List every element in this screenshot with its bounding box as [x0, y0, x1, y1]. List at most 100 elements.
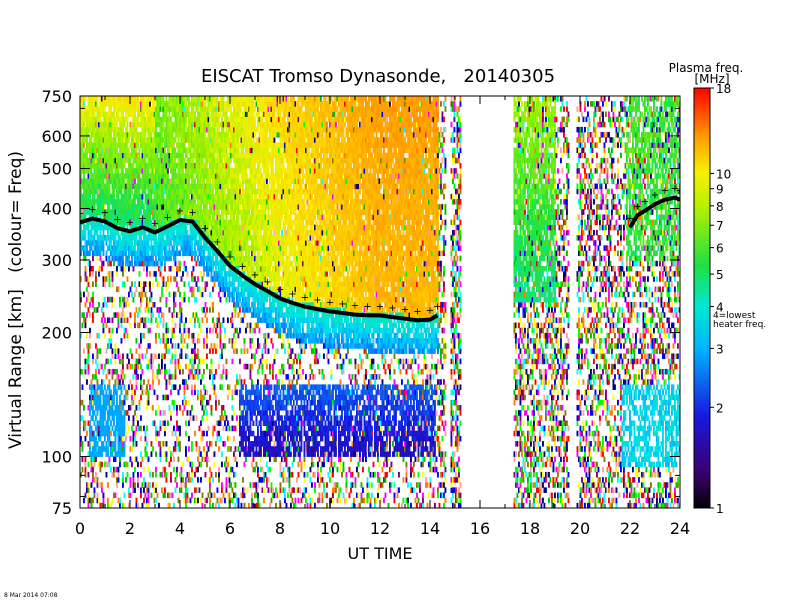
heatmap-cell: [135, 193, 138, 200]
heatmap-cell: [89, 219, 91, 226]
heatmap-cell: [152, 224, 154, 231]
heatmap-cell: [86, 193, 88, 200]
heatmap-cell: [203, 271, 205, 277]
heatmap-cell: [159, 451, 162, 457]
heatmap-cell: [81, 214, 84, 220]
heatmap-cell: [158, 322, 160, 329]
heatmap-cell: [141, 173, 144, 179]
heatmap-cell: [152, 162, 154, 169]
heatmap-cell: [84, 126, 87, 133]
heatmap-cell: [138, 101, 141, 107]
heatmap-cell: [147, 235, 150, 241]
heatmap-cell: [146, 240, 148, 246]
heatmap-cell: [222, 368, 225, 375]
heatmap-cell: [143, 162, 145, 169]
heatmap-cell: [105, 137, 108, 143]
heatmap-cell: [231, 338, 234, 344]
heatmap-cell: [158, 157, 160, 164]
heatmap-cell: [84, 183, 87, 190]
heatmap-cell: [111, 111, 114, 117]
heatmap-cell: [174, 168, 177, 174]
heatmap-cell: [83, 209, 85, 215]
heatmap-cell: [167, 338, 169, 344]
heatmap-cell: [83, 168, 85, 174]
heatmap-cell: [123, 425, 126, 432]
heatmap-cell: [197, 106, 199, 112]
heatmap-cell: [92, 147, 94, 154]
heatmap-cell: [144, 307, 147, 313]
heatmap-cell: [117, 193, 120, 200]
heatmap-cell: [156, 137, 159, 143]
heatmap-cell: [152, 137, 154, 143]
heatmap-cell: [159, 441, 162, 447]
heatmap-cell: [144, 147, 147, 154]
heatmap-cell: [137, 214, 139, 220]
heatmap-cell: [125, 302, 127, 308]
heatmap-cell: [138, 137, 141, 143]
heatmap-cell: [135, 338, 138, 344]
heatmap-cell: [138, 250, 141, 257]
heatmap-cell: [101, 487, 103, 493]
heatmap-cell: [84, 456, 87, 463]
heatmap-cell: [105, 240, 108, 246]
heatmap-cell: [152, 152, 154, 159]
heatmap-cell: [143, 281, 145, 287]
heatmap-cell: [131, 235, 133, 241]
heatmap-cell: [221, 461, 223, 468]
heatmap-cell: [132, 245, 135, 251]
heatmap-cell: [93, 116, 96, 123]
heatmap-cell: [147, 343, 150, 349]
heatmap-cell: [102, 116, 105, 123]
heatmap-cell: [237, 379, 240, 385]
heatmap-cell: [191, 492, 193, 499]
heatmap-cell: [134, 193, 136, 200]
heatmap-cell: [96, 142, 99, 148]
heatmap-cell: [132, 219, 135, 226]
heatmap-cell: [170, 389, 172, 396]
heatmap-cell: [116, 209, 118, 215]
heatmap-cell: [96, 379, 99, 385]
heatmap-cell: [134, 487, 136, 493]
heatmap-cell: [158, 214, 160, 220]
heatmap-cell: [90, 456, 93, 463]
heatmap-cell: [135, 168, 138, 174]
heatmap-cell: [104, 281, 106, 287]
heatmap-cell: [125, 152, 127, 159]
heatmap-cell: [84, 317, 87, 323]
heatmap-cell: [108, 368, 111, 375]
heatmap-cell: [132, 374, 135, 380]
heatmap-cell: [125, 260, 127, 267]
heatmap-cell: [141, 116, 144, 123]
heatmap-cell: [81, 399, 84, 406]
heatmap-cell: [155, 116, 157, 123]
heatmap-cell: [83, 188, 85, 195]
heatmap-cell: [137, 121, 139, 128]
heatmap-cell: [149, 204, 151, 210]
heatmap-cell: [141, 137, 144, 143]
heatmap-cell: [119, 451, 121, 457]
heatmap-cell: [183, 260, 186, 267]
heatmap-cell: [147, 162, 150, 169]
heatmap-cell: [87, 204, 90, 210]
heatmap-cell: [87, 240, 90, 246]
heatmap-cell: [206, 307, 208, 313]
heatmap-cell: [150, 147, 153, 154]
heatmap-cell: [111, 178, 114, 184]
heatmap-cell: [101, 152, 103, 159]
heatmap-cell: [140, 338, 142, 344]
heatmap-cell: [89, 435, 91, 442]
heatmap-cell: [113, 137, 115, 143]
heatmap-cell: [119, 204, 121, 210]
heatmap-cell: [108, 405, 111, 411]
heatmap-cell: [188, 332, 190, 339]
heatmap-cell: [170, 276, 172, 282]
heatmap-cell: [123, 147, 126, 154]
heatmap-cell: [237, 214, 240, 220]
heatmap-cell: [143, 173, 145, 179]
heatmap-cell: [144, 317, 147, 323]
heatmap-cell: [122, 121, 124, 128]
heatmap-cell: [108, 235, 111, 241]
heatmap-cell: [110, 250, 112, 257]
heatmap-cell: [99, 399, 102, 406]
heatmap-cell: [92, 111, 94, 117]
